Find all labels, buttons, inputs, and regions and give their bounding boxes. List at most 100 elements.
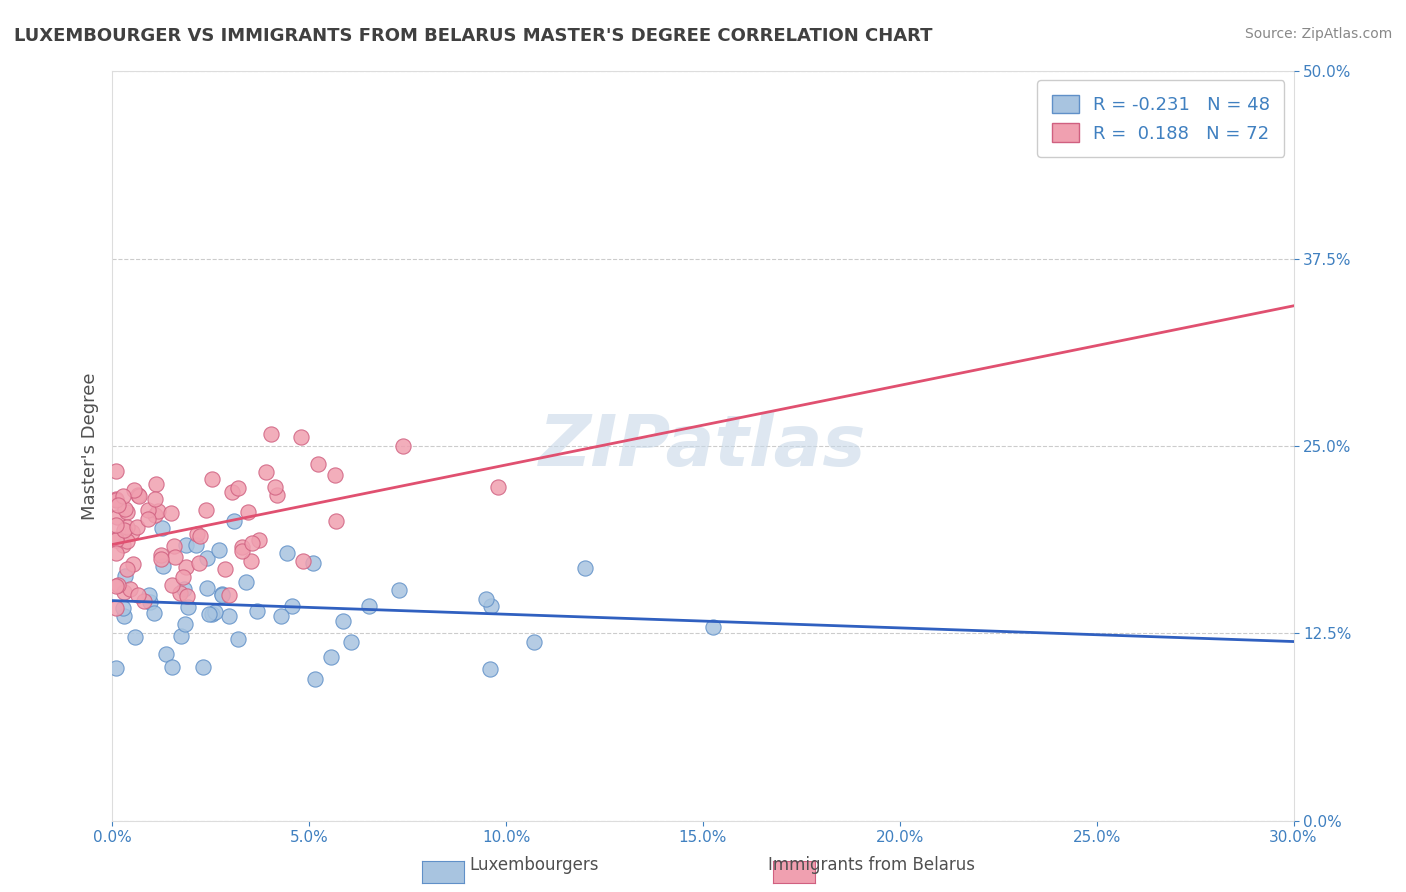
Point	[136, 502, 159, 516]
Point	[162, 578, 184, 592]
Point	[263, 480, 285, 494]
Point	[105, 518, 128, 533]
Point	[574, 561, 596, 575]
Point	[139, 595, 162, 609]
Point	[114, 502, 136, 516]
Point	[226, 632, 249, 646]
Text: LUXEMBOURGER VS IMMIGRANTS FROM BELARUS MASTER'S DEGREE CORRELATION CHART: LUXEMBOURGER VS IMMIGRANTS FROM BELARUS …	[14, 27, 932, 45]
Text: ZIPatlas: ZIPatlas	[540, 411, 866, 481]
Point	[112, 537, 135, 551]
Point	[214, 562, 236, 576]
Point	[127, 519, 149, 533]
Point	[150, 548, 173, 562]
Point	[145, 508, 167, 523]
Point	[474, 592, 496, 607]
Point	[240, 554, 263, 568]
Point	[208, 543, 231, 558]
Point	[145, 476, 167, 491]
Point	[105, 509, 128, 524]
Point	[304, 672, 326, 686]
Point	[122, 557, 145, 571]
Point	[186, 526, 208, 541]
Point	[105, 532, 128, 546]
Point	[388, 583, 411, 598]
Point	[124, 630, 146, 644]
Point	[187, 556, 209, 570]
Point	[332, 614, 354, 628]
Text: Immigrants from Belarus: Immigrants from Belarus	[768, 856, 976, 874]
Point	[246, 604, 269, 618]
Point	[112, 609, 135, 624]
Point	[479, 662, 502, 676]
Point	[357, 599, 380, 613]
Point	[160, 506, 183, 520]
Point	[226, 482, 249, 496]
Point	[193, 660, 215, 674]
Point	[127, 488, 149, 502]
Point	[174, 559, 197, 574]
Point	[280, 599, 302, 613]
Point	[218, 609, 240, 624]
Point	[176, 589, 198, 603]
Point	[111, 489, 134, 503]
Point	[392, 439, 415, 453]
Point	[211, 587, 233, 601]
Point	[105, 546, 128, 560]
Point	[105, 579, 128, 593]
Point	[301, 556, 323, 570]
Point	[231, 540, 253, 554]
Point	[260, 427, 283, 442]
Point	[204, 605, 226, 619]
Point	[155, 647, 177, 661]
Point	[115, 561, 138, 575]
Point	[105, 493, 128, 508]
Point	[163, 540, 186, 554]
Point	[149, 551, 172, 566]
Point	[254, 465, 277, 479]
Point	[174, 616, 197, 631]
Point	[138, 588, 160, 602]
Point	[224, 514, 246, 528]
Point	[112, 523, 135, 537]
Point	[148, 504, 170, 518]
Point	[523, 634, 546, 648]
Point	[115, 519, 138, 533]
Point	[173, 582, 195, 596]
Point	[249, 533, 271, 547]
Point	[150, 521, 173, 535]
Point	[197, 581, 219, 595]
Point	[152, 559, 174, 574]
Point	[169, 586, 191, 600]
Point	[107, 499, 129, 513]
Point	[115, 533, 138, 548]
Point	[319, 649, 342, 664]
Point	[112, 601, 135, 615]
Point	[290, 430, 312, 444]
Point	[107, 578, 129, 592]
Point	[172, 569, 194, 583]
Y-axis label: Master's Degree: Master's Degree	[80, 372, 98, 520]
Point	[105, 464, 128, 478]
Point	[231, 544, 253, 558]
Point	[170, 629, 193, 643]
Point	[136, 512, 159, 526]
Point	[240, 535, 263, 549]
Point	[702, 620, 724, 634]
Point	[114, 568, 136, 582]
Point	[291, 554, 314, 568]
Point	[201, 472, 224, 486]
Text: Luxembourgers: Luxembourgers	[470, 856, 599, 874]
Point	[143, 491, 166, 506]
Point	[270, 609, 292, 624]
Point	[486, 480, 509, 494]
Point	[307, 457, 329, 471]
Point	[479, 599, 502, 613]
Point	[186, 538, 208, 552]
Point	[235, 574, 257, 589]
Point	[142, 607, 165, 621]
Point	[266, 488, 288, 502]
Point	[105, 601, 128, 615]
Point	[195, 551, 218, 566]
Point	[105, 660, 128, 674]
Point	[122, 483, 145, 497]
